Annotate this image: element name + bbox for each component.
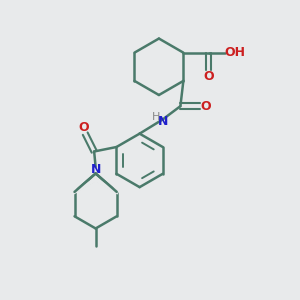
Text: N: N [158, 116, 168, 128]
Text: O: O [203, 70, 214, 83]
Text: O: O [200, 100, 211, 113]
Text: OH: OH [224, 46, 245, 59]
Text: N: N [90, 163, 101, 176]
Text: H: H [152, 112, 160, 122]
Text: O: O [78, 121, 89, 134]
